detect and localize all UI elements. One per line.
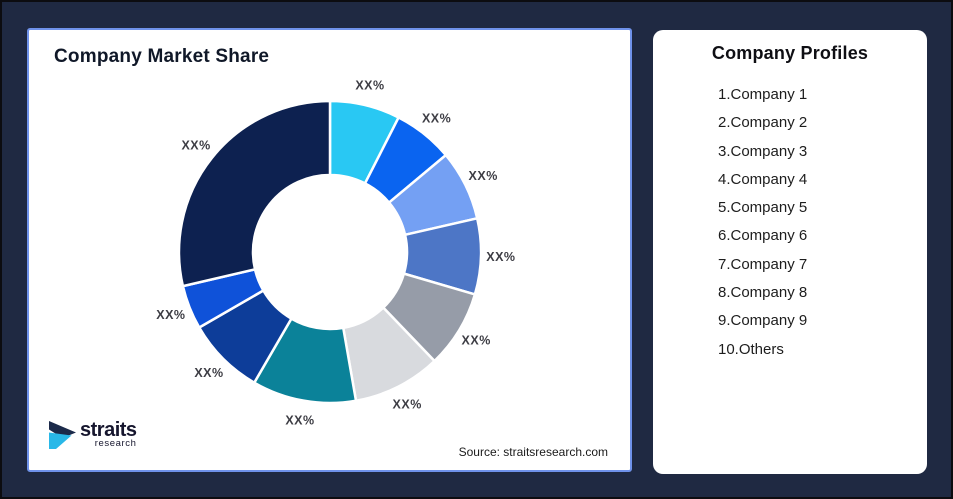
market-share-card: Company Market Share XX% XX% XX% XX% XX% XX% X…	[27, 28, 632, 472]
company-list-item: 8.Company 8	[718, 284, 808, 302]
company-list-item: 7.Company 7	[718, 255, 808, 273]
straits-research-logo: straits research	[48, 420, 137, 451]
logo-arrow-icon	[49, 421, 76, 449]
company-list-item: 10.Others	[718, 340, 784, 358]
slice-label: XX%	[181, 139, 210, 153]
source-attribution: Source: straitsresearch.com	[458, 445, 608, 459]
slice-label: XX%	[156, 308, 185, 322]
slice-label: XX%	[285, 413, 314, 427]
slice-label: XX%	[422, 111, 451, 125]
chart-title: Company Market Share	[54, 46, 270, 67]
slice-label: XX%	[469, 169, 498, 183]
company-list-item: 1.Company 1	[718, 86, 808, 103]
slice-label: XX%	[462, 334, 491, 348]
company-list: 1.Company 1 2.Company 2 3.Company 3 4.Co…	[653, 81, 927, 364]
company-profiles-card: Company Profiles 1.Company 1 2.Company 2…	[653, 30, 927, 474]
donut-chart: XX% XX% XX% XX% XX% XX% XX% XX% XX% XX%	[156, 79, 515, 428]
slice-label: XX%	[393, 398, 422, 412]
slice-label: XX%	[355, 79, 384, 93]
company-list-item: 2.Company 2	[718, 114, 808, 132]
logo-wordmark: straits	[80, 419, 137, 441]
company-list-item: 6.Company 6	[718, 227, 808, 245]
logo-subtext: research	[94, 438, 137, 449]
company-list-item: 4.Company 4	[718, 170, 808, 188]
slice-label: XX%	[194, 366, 223, 380]
company-list-item: 3.Company 3	[718, 142, 808, 160]
logo-wordmark-group: straits research	[80, 419, 137, 449]
company-list-item: 5.Company 5	[718, 199, 808, 217]
panel-title: Company Profiles	[711, 43, 869, 63]
company-list-item: 9.Company 9	[718, 312, 808, 330]
slice-label: XX%	[486, 250, 515, 264]
donut-slice-others	[177, 99, 332, 288]
